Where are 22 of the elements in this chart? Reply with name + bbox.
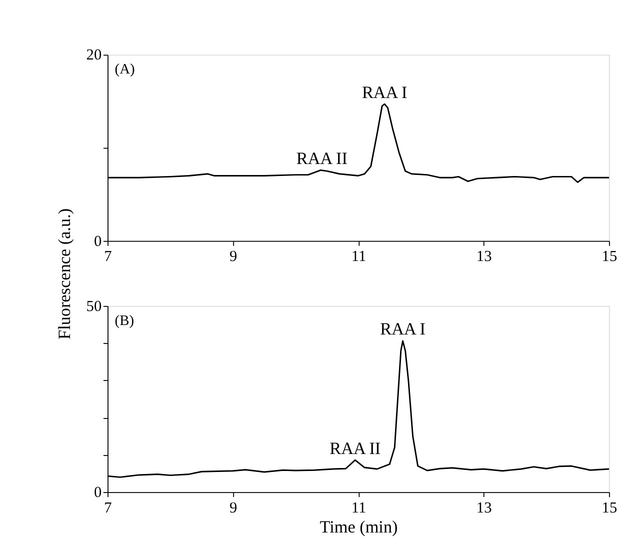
annotation: RAA I	[362, 82, 408, 102]
y-tick-label: 20	[86, 46, 102, 64]
annotation: (B)	[114, 312, 134, 329]
x-tick-label: 7	[104, 499, 112, 516]
x-axis-title: Time (min)	[320, 517, 398, 536]
y-tick-label: 50	[86, 298, 102, 315]
annotation: RAA II	[330, 438, 381, 458]
annotation: RAA II	[296, 148, 348, 168]
x-tick-label: 15	[602, 499, 618, 516]
x-tick-label: 9	[230, 248, 238, 266]
y-axis-title: Fluorescence (a.u.)	[55, 208, 74, 340]
x-tick-label: 7	[104, 248, 112, 266]
x-tick-label: 13	[476, 248, 492, 266]
x-tick-label: 11	[351, 248, 366, 266]
x-tick-label: 13	[476, 499, 492, 516]
x-tick-label: 15	[602, 248, 618, 266]
annotation: (A)	[114, 62, 135, 78]
x-tick-label: 11	[351, 499, 366, 516]
annotation: RAA I	[380, 320, 426, 339]
x-tick-label: 9	[230, 499, 238, 516]
y-tick-label: 0	[94, 484, 102, 502]
y-tick-label: 0	[94, 232, 102, 250]
